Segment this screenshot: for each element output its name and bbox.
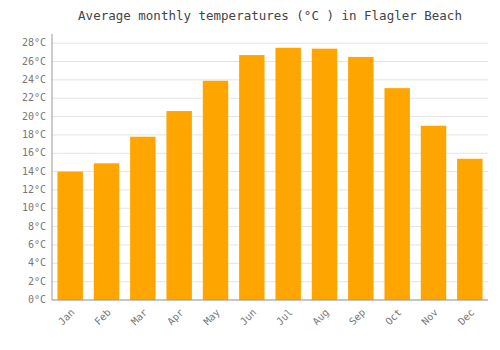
x-tick-label: Oct bbox=[383, 307, 404, 328]
y-tick-label: 2°C bbox=[28, 276, 46, 287]
bar bbox=[275, 48, 300, 300]
grid-line bbox=[52, 79, 488, 80]
y-grid bbox=[52, 43, 488, 300]
bar bbox=[421, 126, 446, 300]
y-tick-labels: 0°C 2°C 4°C 6°C 8°C 10°C 12°C 14°C 16°C 18°C 20°C 2… bbox=[22, 37, 46, 305]
bar bbox=[348, 57, 373, 300]
x-axis-line bbox=[52, 300, 488, 301]
x-tick-label: Feb bbox=[92, 307, 113, 328]
x-tick-label: Jun bbox=[238, 307, 259, 328]
y-tick-label: 6°C bbox=[28, 239, 46, 250]
y-tick-label: 26°C bbox=[22, 56, 46, 67]
bar bbox=[166, 111, 191, 300]
bars bbox=[57, 48, 482, 300]
bar bbox=[94, 163, 119, 300]
y-tick-label: 18°C bbox=[22, 129, 46, 140]
y-tick-label: 20°C bbox=[22, 111, 46, 122]
bar bbox=[130, 137, 155, 300]
x-tick-label: May bbox=[201, 307, 222, 328]
y-tick-label: 8°C bbox=[28, 221, 46, 232]
bar bbox=[312, 49, 337, 300]
x-tick-label: Jan bbox=[56, 307, 77, 328]
chart-container: Average monthly temperatures (°C ) in Fl… bbox=[0, 0, 500, 350]
bar bbox=[57, 172, 82, 300]
x-tick-label: Nov bbox=[419, 307, 440, 328]
y-tick-label: 24°C bbox=[22, 74, 46, 85]
x-tick-label: Jul bbox=[274, 307, 295, 328]
grid-line bbox=[52, 300, 488, 301]
y-tick-label: 16°C bbox=[22, 147, 46, 158]
x-tick-label: Dec bbox=[456, 307, 477, 328]
y-tick-label: 28°C bbox=[22, 37, 46, 48]
y-tick-label: 22°C bbox=[22, 92, 46, 103]
y-tick-label: 4°C bbox=[28, 257, 46, 268]
y-tick-label: 14°C bbox=[22, 166, 46, 177]
x-tick-label: Mar bbox=[129, 307, 150, 328]
bar bbox=[457, 159, 482, 300]
x-tick-label: Aug bbox=[310, 307, 331, 328]
grid-line bbox=[52, 43, 488, 44]
x-tick-labels: Jan Feb Mar Apr May Jun Jul Aug Sep Oct Nov Dec bbox=[56, 307, 476, 328]
grid-line bbox=[52, 116, 488, 117]
bar bbox=[239, 55, 264, 300]
chart-svg: Average monthly temperatures (°C ) in Fl… bbox=[0, 0, 500, 350]
y-axis-line bbox=[52, 34, 53, 300]
chart-title: Average monthly temperatures (°C ) in Fl… bbox=[78, 8, 462, 23]
grid-line bbox=[52, 61, 488, 62]
x-tick-label: Apr bbox=[165, 307, 186, 328]
bar bbox=[203, 81, 228, 300]
grid-line bbox=[52, 98, 488, 99]
y-tick-label: 12°C bbox=[22, 184, 46, 195]
bar bbox=[384, 88, 409, 300]
x-tick-label: Sep bbox=[347, 307, 368, 328]
y-tick-label: 0°C bbox=[28, 294, 46, 305]
y-tick-label: 10°C bbox=[22, 202, 46, 213]
